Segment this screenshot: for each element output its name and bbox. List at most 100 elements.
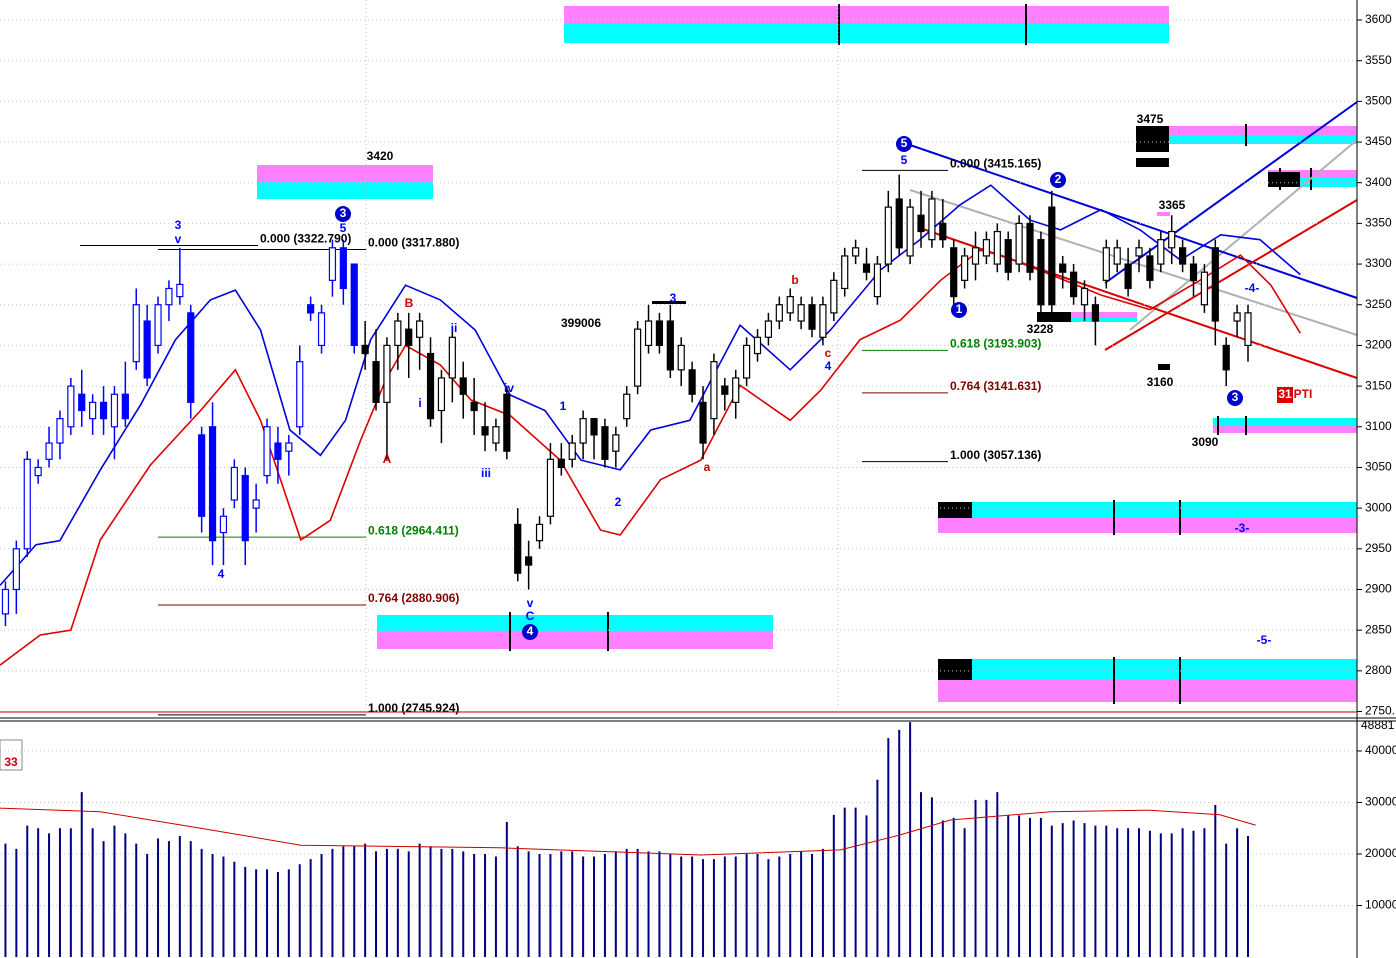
candle-body [961,255,969,281]
fib-label: 0.000 (3322.790) [260,232,351,246]
candle-body [110,393,119,428]
candle-body [405,328,413,347]
y-tick-label: 3450 [1365,134,1392,148]
candle-body [252,499,260,509]
candle-body [12,548,20,591]
annotation: i [418,396,421,410]
time-zones [257,4,1357,704]
candle-body [688,369,696,395]
annotation: 2 [1055,172,1062,186]
candle-body [971,247,980,265]
candle-body [993,230,1001,265]
y-tick-label: 3200 [1365,338,1392,352]
candle-body [263,426,271,477]
annotation: a [704,460,711,474]
annotation: iii [481,466,491,480]
candle-body [1070,271,1078,298]
wave-circle [1050,172,1066,188]
fib-label: 1.000 (2745.924) [368,701,459,715]
candle-body [1059,263,1067,273]
annotation: 31 [1278,387,1292,401]
candle-body [841,255,849,290]
candle-body [1157,239,1165,265]
annotation: 3 [670,291,677,305]
moving-average [0,184,1301,586]
fib-label: 0.618 (2964.411) [368,523,459,537]
annotation: v [527,596,534,610]
y-tick-label: 3500 [1365,94,1392,108]
candle-body [416,320,424,338]
candle-body [481,426,489,436]
annotation: 3 [1232,390,1239,404]
y-tick-label: 3550 [1365,53,1392,67]
candle-body [852,247,860,257]
annotation: 5 [901,153,908,167]
candle-body [45,442,53,460]
candle-body [219,515,228,534]
y-tick-label: 40000 [1365,743,1396,757]
candle-body [634,328,642,387]
plot-area: 0.000 (3322.790) 0.000 (3317.880) 0.618 (2… [0,19,1357,957]
candle-body [121,393,129,420]
candle-body [89,401,97,420]
candle-body [361,344,369,355]
annotation: C [526,609,535,623]
annotation: PTI [1294,387,1313,401]
candle-body [78,393,86,412]
candle-body [568,442,576,460]
candle-body [1102,247,1110,281]
y-tick-label: 3150 [1365,378,1392,392]
candle-body [459,377,467,395]
annotation: 3090 [1192,435,1219,449]
candle-body [1200,271,1209,306]
candle-body [503,393,511,452]
candle-body [721,385,729,395]
moving-average [0,249,1301,666]
candle-body [928,198,936,241]
candle-body [34,466,42,477]
annotation: b [791,273,798,287]
candle-body [307,304,315,314]
fib-label: 0.000 (3415.165) [950,157,1041,171]
candle-body [743,344,751,379]
y-tick-label: 2900 [1365,582,1392,596]
candle-body [1124,263,1132,290]
candle-body [492,426,500,444]
y-tick-label: 3350 [1365,216,1392,230]
label-box [1277,387,1293,403]
annotation: ii [451,321,458,335]
annotation: -3- [1235,521,1250,535]
candle-body [1168,230,1176,249]
y-tick-label: 3250 [1365,297,1392,311]
candle-body [1146,255,1154,281]
annotation: v [175,232,182,246]
candle-body [579,418,587,444]
candle-body [982,239,991,257]
candle-body [623,393,631,420]
y-tick-label: 3050 [1365,460,1392,474]
annotation: 4 [825,359,832,373]
volume-top-label: 488817 [1361,718,1396,732]
annotation: 3475 [1137,112,1164,126]
candle-body [317,312,326,347]
candle-body [830,279,838,314]
annotation: 3365 [1159,198,1186,212]
candle-body [67,385,75,428]
candle-body [1037,239,1045,306]
y-tick-label: 30000 [1365,795,1396,809]
volume-average [0,807,1256,856]
candle-body [753,336,762,355]
annotation: c [825,346,832,360]
candle-body [23,458,31,550]
candle-body [546,458,555,517]
annotation: 3228 [1027,322,1054,336]
candle-body [1179,247,1187,265]
candle-body [699,401,707,444]
candle-body [819,304,827,338]
candle-body [917,214,925,233]
annotation: 5 [901,136,908,150]
candle-body [143,320,151,379]
candle-body [644,320,653,347]
candle-body [241,474,249,542]
